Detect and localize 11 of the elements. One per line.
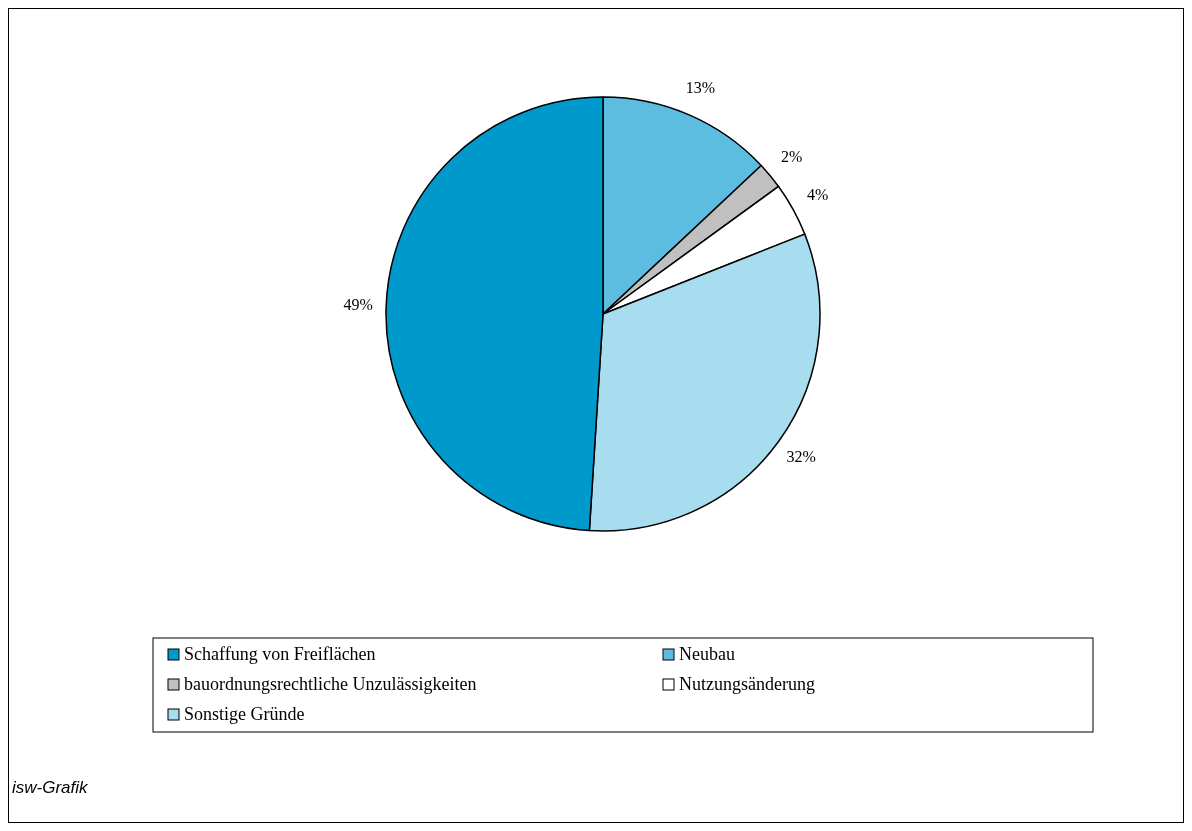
data-label: 13% [685, 78, 715, 96]
data-label: 4% [807, 185, 829, 203]
text: isw-Grafik [12, 778, 90, 797]
legend-label: bauordnungsrechtliche Unzulässigkeiten [184, 674, 477, 694]
legend-label: Neubau [679, 644, 735, 664]
legend-label: Sonstige Gründe [184, 704, 305, 724]
legend-label: Nutzungsänderung [679, 674, 815, 694]
data-label: 49% [343, 295, 373, 313]
data-label: 32% [786, 447, 816, 465]
data-label: 2% [781, 147, 803, 165]
legend-label: Schaffung von Freiflächen [184, 644, 376, 664]
